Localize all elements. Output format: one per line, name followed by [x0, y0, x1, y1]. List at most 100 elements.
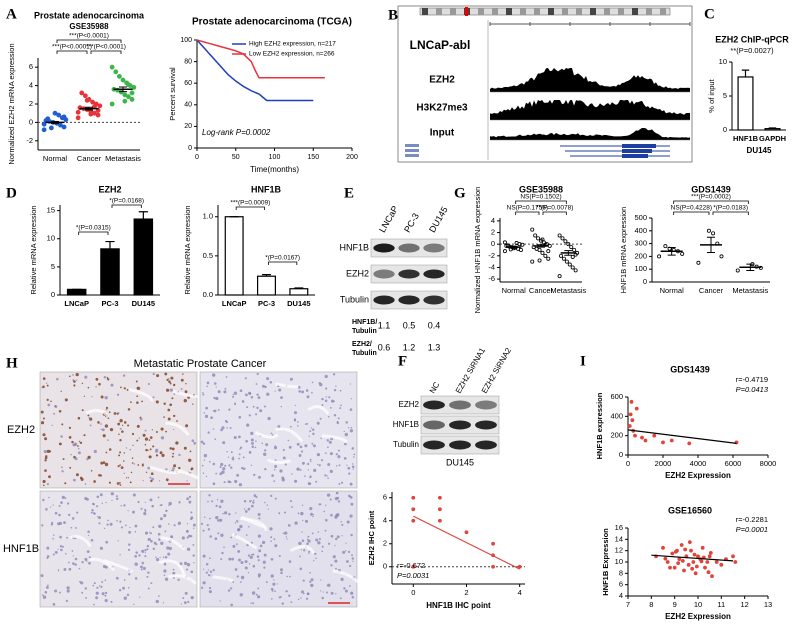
ihc-cell	[307, 539, 311, 543]
ihc-cell	[72, 555, 74, 557]
x-tick-label: 150	[307, 154, 319, 161]
ihc-cell	[147, 587, 150, 590]
y-axis-label: Relative mRNA expression	[29, 205, 38, 294]
ihc-cell	[88, 556, 91, 559]
data-point	[661, 545, 665, 550]
ihc-cell	[280, 596, 282, 598]
ihc-cell	[48, 475, 51, 479]
ihc-cell	[325, 387, 328, 390]
ihc-cell	[309, 571, 311, 574]
ihc-cell	[100, 585, 103, 589]
ihc-cell	[220, 533, 224, 537]
ihc-cell	[206, 385, 208, 388]
x-tick-label: 50	[232, 154, 240, 161]
significance-label: ***(P<0.0001)	[86, 44, 126, 51]
ihc-cell	[45, 382, 48, 384]
ihc-cell	[280, 405, 282, 408]
ihc-cell	[339, 389, 342, 392]
ihc-cell	[88, 561, 91, 565]
data-point	[120, 77, 126, 83]
ihc-gland	[231, 532, 258, 550]
ihc-cell	[186, 497, 190, 501]
ihc-cell	[215, 472, 218, 475]
ihc-cell	[339, 597, 342, 600]
ihc-cell	[344, 442, 347, 446]
ihc-cell	[310, 578, 314, 582]
ihc-cell	[165, 468, 168, 471]
ihc-cell	[324, 452, 327, 454]
significance-bracket	[673, 211, 710, 215]
ihc-cell	[144, 549, 147, 552]
ihc-cell	[155, 454, 159, 457]
data-point	[689, 548, 693, 553]
ihc-cell	[301, 461, 305, 465]
data-point	[669, 438, 674, 443]
data-point	[129, 97, 135, 102]
ihc-cell	[208, 460, 211, 463]
ihc-cell	[119, 419, 123, 423]
ihc-cell	[104, 396, 108, 400]
ihc-cell	[337, 500, 341, 503]
ihc-cell	[343, 457, 347, 460]
ihc-cell	[167, 408, 171, 412]
ihc-cell	[105, 540, 109, 544]
data-point	[75, 109, 81, 115]
ihc-cell	[108, 481, 111, 484]
ihc-cell	[42, 484, 45, 487]
y-axis-label: % of input	[707, 78, 716, 112]
ihc-cell	[104, 599, 108, 603]
ihc-cell	[57, 570, 60, 572]
ihc-cell	[311, 391, 313, 394]
y-tick-label: 0	[51, 290, 55, 299]
legend-label: Low EZH2 expression, n=266	[249, 51, 335, 58]
ihc-cell	[285, 590, 288, 593]
ihc-cell	[256, 406, 259, 410]
ihc-cell	[172, 428, 175, 431]
ihc-cell	[126, 593, 130, 597]
ihc-cell	[334, 544, 336, 547]
ihc-cell	[344, 432, 348, 437]
track-label: H3K27me3	[416, 103, 468, 114]
ihc-cell	[105, 451, 108, 454]
ihc-cell	[242, 467, 246, 471]
significance-bracket	[673, 200, 749, 204]
ihc-cell	[270, 574, 274, 578]
ihc-cell	[192, 523, 196, 527]
ihc-cell	[63, 568, 67, 571]
ihc-cell	[95, 591, 99, 595]
ihc-gland	[266, 458, 292, 464]
ihc-cell	[348, 494, 351, 498]
ihc-cell	[205, 562, 209, 566]
ihc-cell	[162, 556, 165, 558]
ihc-cell	[252, 553, 255, 556]
ihc-cell	[343, 587, 346, 590]
ihc-cell	[262, 560, 266, 564]
ihc-cell	[58, 410, 62, 413]
ihc-cell	[43, 450, 47, 454]
blot-f-band	[475, 400, 497, 410]
ihc-cell	[301, 531, 303, 533]
ihc-cell	[185, 382, 187, 385]
ihc-cell	[186, 530, 189, 533]
ihc-cell	[220, 428, 223, 432]
ihc-row-label: HNF1B	[3, 543, 39, 555]
data-point	[411, 564, 416, 569]
ihc-cell	[60, 390, 62, 392]
y-tick-label: 40	[184, 102, 192, 109]
ihc-cell	[128, 543, 131, 546]
ihc-cell	[250, 438, 254, 442]
ihc-cell	[104, 594, 107, 597]
ihc-cell	[116, 482, 120, 485]
ihc-cell	[232, 395, 235, 398]
ihc-cell	[68, 375, 71, 378]
x-tick-label: HNF1B	[733, 134, 759, 143]
ihc-cell	[66, 586, 70, 590]
ihc-cell	[230, 451, 233, 454]
ihc-cell	[147, 571, 150, 574]
ihc-cell	[310, 427, 313, 429]
ihc-cell	[202, 529, 205, 532]
ihc-cell	[286, 575, 288, 578]
ihc-cell	[53, 412, 56, 415]
ihc-cell	[257, 575, 261, 578]
ihc-cell	[203, 412, 206, 414]
